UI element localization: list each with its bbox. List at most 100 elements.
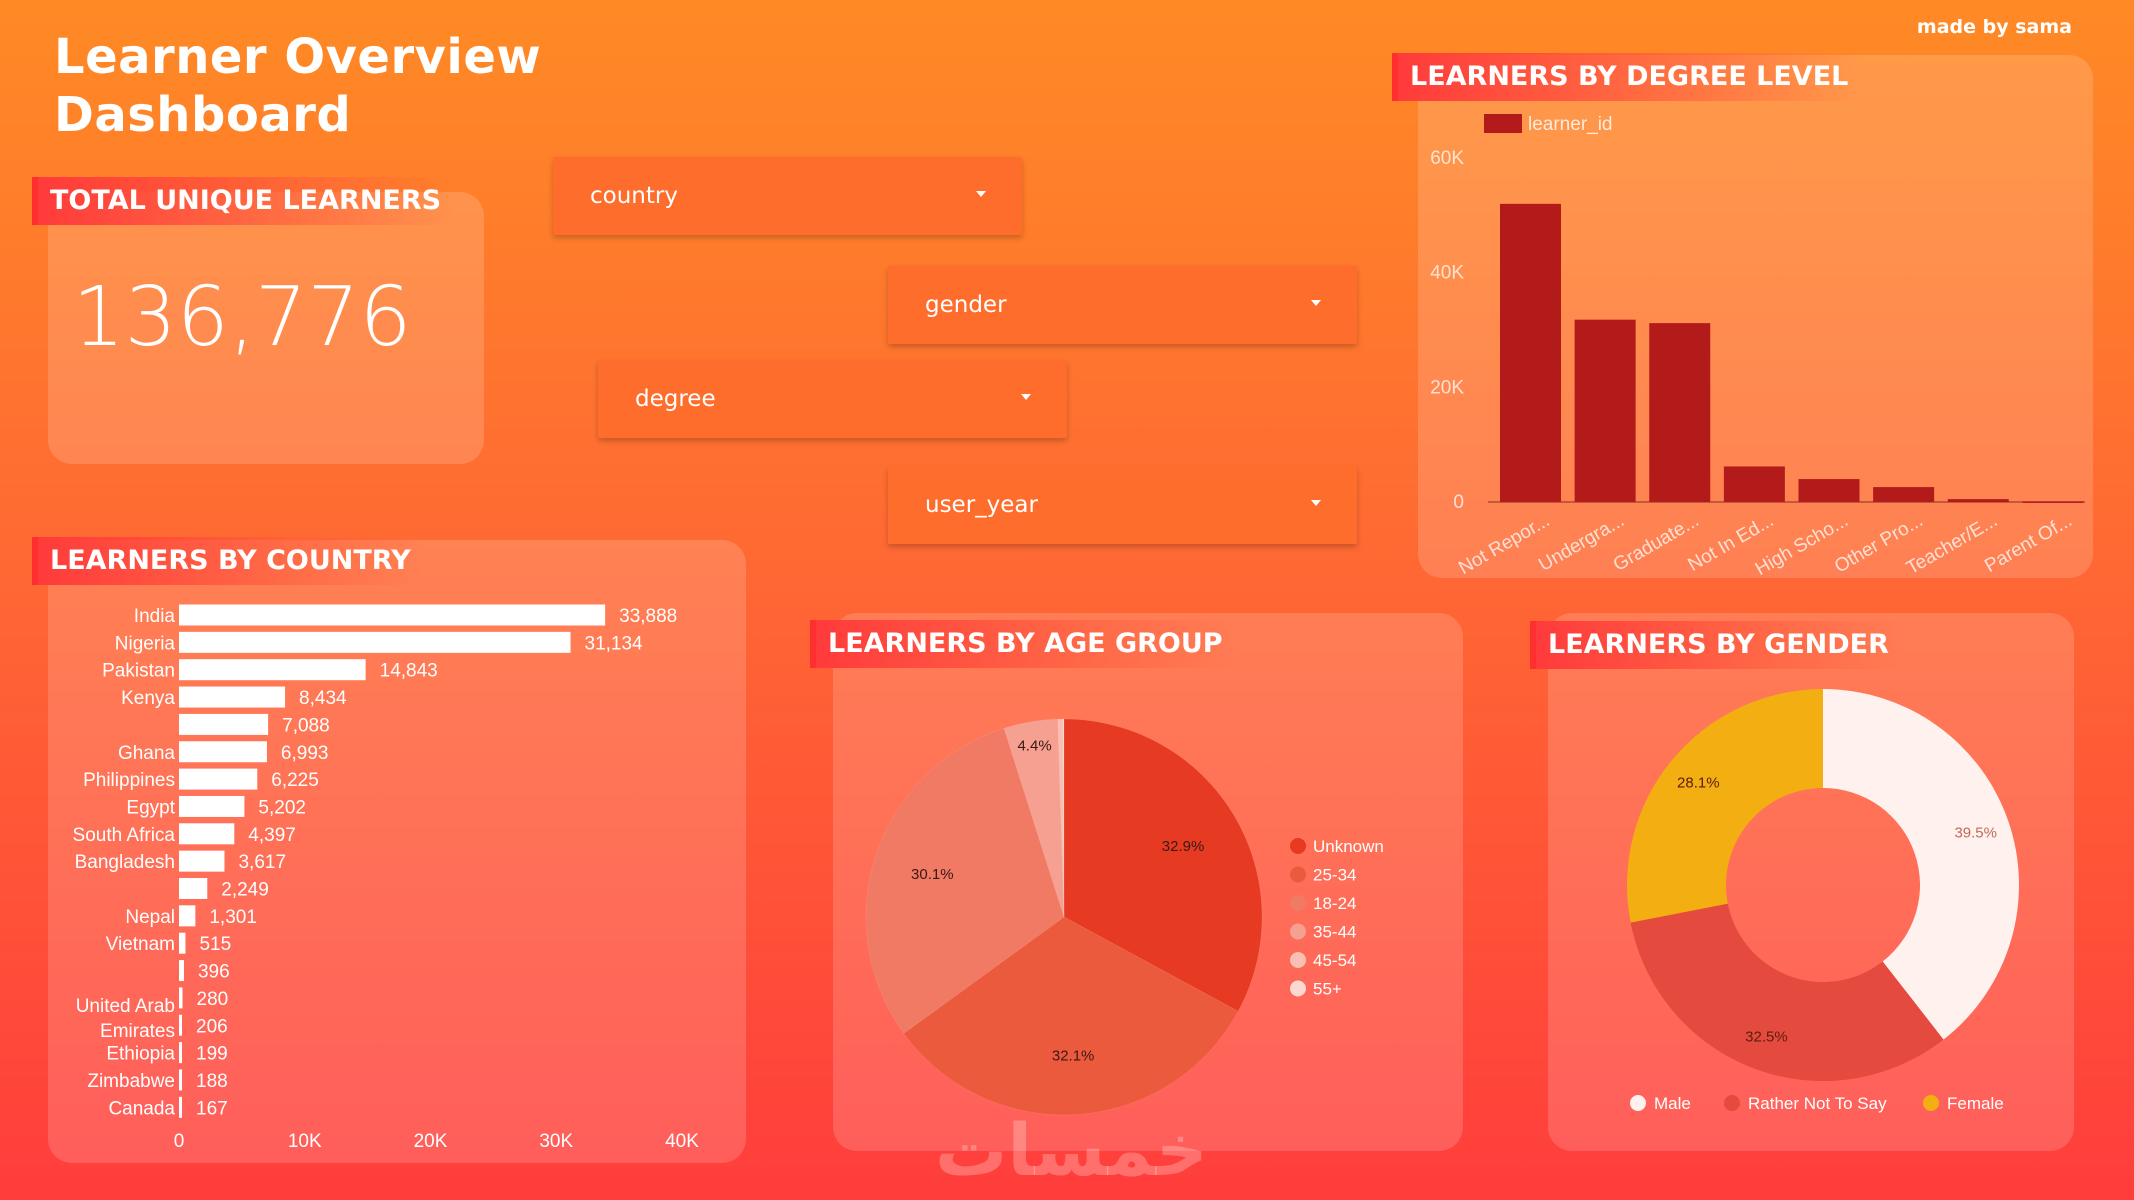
legend-label: Female [1947,1094,2004,1113]
bar [1723,466,1785,502]
bar [179,905,196,927]
legend-marker [1290,895,1306,911]
legend-label: 18-24 [1313,894,1356,913]
value-label: 5,202 [258,797,306,818]
credit-text: made by sama [1916,16,2072,38]
y-tick-label: 0 [1453,492,1464,513]
gender-filter[interactable]: gender [888,266,1357,344]
category-label: Ghana [118,743,175,764]
category-label: United Arab [76,996,175,1017]
bar [179,823,235,845]
category-label: Ethiopia [106,1044,175,1065]
donut-slice [1630,903,1944,1081]
bar [179,1096,182,1118]
category-label: Pakistan [102,661,175,682]
slice-label: 32.9% [1162,838,1205,855]
x-tick-label: 10K [288,1131,322,1152]
country-filter-label: country [590,183,678,209]
country-filter[interactable]: country [553,157,1022,235]
bar [179,713,269,735]
kpi-title: TOTAL UNIQUE LEARNERS [32,177,454,225]
bar [1500,203,1561,502]
value-label: 7,088 [282,715,330,736]
pie-slice [1003,718,1065,918]
bar [1574,319,1636,502]
legend-label: 55+ [1313,980,1342,999]
gender-filter-label: gender [925,292,1007,318]
country-chart: 33,888 India 31,134 Nigeria 14,843 Pakistan 8,… [73,604,699,1152]
slice-label: 32.1% [1052,1047,1095,1064]
user-year-filter[interactable]: user_year [888,466,1357,544]
category-label: India [134,606,176,627]
category-label: Bangladesh [75,852,175,873]
bar [179,768,258,790]
value-label: 199 [196,1044,228,1065]
page-title-line2: Dashboard [54,87,352,143]
bar [179,1042,182,1064]
donut-slice [1627,689,1823,923]
value-label: 4,397 [248,825,296,846]
age-chart-title: LEARNERS BY AGE GROUP [810,620,1235,668]
value-label: 167 [196,1098,228,1119]
slice-label: 4.4% [1017,737,1051,754]
value-label: 6,993 [281,743,329,764]
legend-label: Male [1654,1094,1691,1113]
bar [179,659,366,681]
bar [1947,499,2009,502]
pie-slice [865,727,1065,1034]
legend-label: 45-54 [1313,951,1356,970]
kpi-value: 136,776 [72,270,412,365]
legend-marker [1630,1095,1646,1111]
bar [179,795,245,817]
legend-swatch [1484,114,1522,133]
legend-marker [1290,923,1306,940]
bar [1798,479,1860,502]
bar [179,686,286,708]
x-tick-label: 20K [414,1131,448,1152]
bar [179,604,606,626]
category-label: Kenya [121,688,175,709]
slice-label: 28.1% [1677,774,1720,791]
user-year-filter-label: user_year [925,492,1038,518]
value-label: 3,617 [238,852,286,873]
gender-chart-title: LEARNERS BY GENDER [1530,621,1901,669]
degree-filter[interactable]: degree [598,360,1067,438]
bar [179,1014,182,1036]
legend-label: learner_id [1528,114,1613,135]
category-label: Emirates [100,1021,175,1042]
bar [179,932,186,954]
bar [179,631,571,653]
gender-chart: 39.5% 32.5% 28.1% Male Rather Not To Say Fema… [1627,689,2019,1113]
bar [179,741,267,763]
pie-slice [903,916,1239,1116]
page-title: Learner Overview Dashboard [54,28,541,144]
legend-marker [1290,952,1306,968]
legend-marker [1724,1095,1740,1111]
bar [179,960,184,982]
x-tick-label: 30K [539,1131,573,1152]
value-label: 8,434 [299,688,347,709]
kpi-card [48,192,484,464]
legend-marker [1290,980,1306,997]
legend-label: Unknown [1313,837,1384,856]
category-label: Vietnam [106,934,175,955]
value-label: 6,225 [271,770,319,791]
x-tick-label: 40K [665,1131,699,1152]
category-label: Nigeria [115,633,176,654]
pie-slice [1057,718,1065,918]
bar [2022,501,2084,503]
bar [179,987,183,1009]
age-chart: 32.9% 32.1% 30.1% 4.4% Unknown 25-34 18-24 35-4… [865,718,1384,1116]
category-label: Egypt [126,797,175,818]
bar [1873,487,1935,502]
value-label: 515 [199,934,231,955]
x-tick-label: 0 [174,1131,185,1152]
value-label: 14,843 [380,661,438,682]
watermark-text: خمسات [935,1108,1208,1192]
legend-label: Rather Not To Say [1748,1094,1887,1113]
category-label: Canada [108,1098,175,1119]
bar [179,878,208,899]
slice-label: 39.5% [1954,824,1997,841]
bar [179,1069,182,1091]
